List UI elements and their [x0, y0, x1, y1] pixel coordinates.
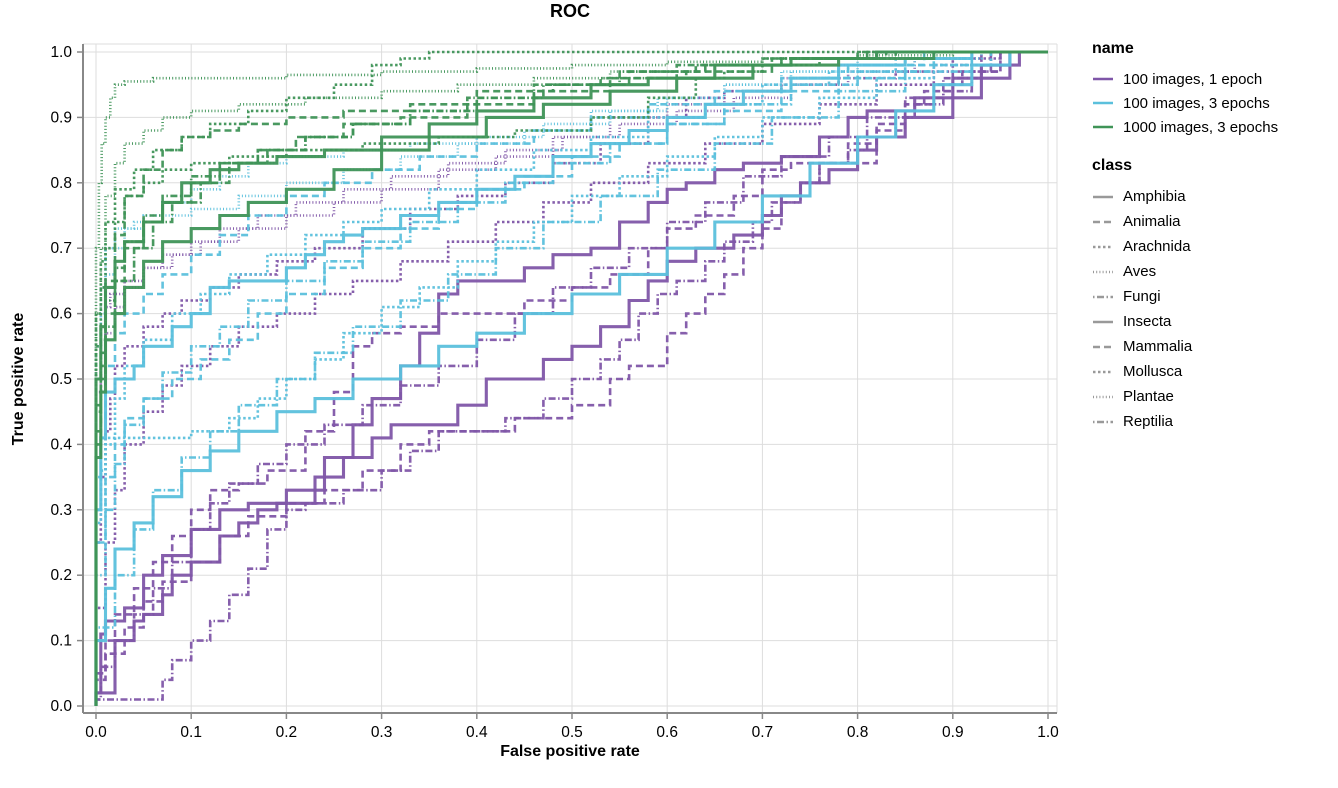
legend-item: Animalia — [1092, 209, 1332, 234]
legend-color-swatch — [1093, 125, 1113, 129]
roc-curve — [94, 50, 1048, 706]
roc-curve — [94, 50, 1048, 706]
legend-dash-swatch — [1093, 370, 1113, 373]
legend-item: 100 images, 1 epoch — [1092, 67, 1332, 91]
y-tick-label: 0.3 — [50, 502, 72, 519]
roc-curve — [94, 50, 1048, 706]
x-tick-label: 0.6 — [656, 724, 678, 741]
legend-dash-swatch — [1093, 345, 1113, 348]
y-tick-label: 0.9 — [50, 109, 72, 126]
roc-curve — [94, 50, 1048, 706]
legend-dash-swatch — [1093, 245, 1113, 248]
legend-class-title: class — [1092, 157, 1133, 174]
roc-curve — [94, 50, 1048, 706]
legend-item: Reptilia — [1092, 409, 1332, 434]
legend-item-label: Mollusca — [1123, 363, 1183, 380]
x-tick-label: 0.1 — [180, 724, 202, 741]
legend-item: 1000 images, 3 epochs — [1092, 115, 1332, 139]
legend-dash-swatch — [1093, 395, 1113, 398]
legend-item-label: Mammalia — [1123, 338, 1193, 355]
legend-item-label: Fungi — [1123, 288, 1161, 305]
legend-color-swatch — [1093, 101, 1113, 105]
legend-item-label: 100 images, 1 epoch — [1123, 70, 1263, 88]
legend-item: Arachnida — [1092, 234, 1332, 259]
legend-class-items: Amphibia Animalia Arachnida Aves Fungi Insect… — [1092, 184, 1332, 434]
y-axis-title: True positive rate — [10, 312, 27, 446]
roc-curve — [94, 50, 1048, 706]
legend-name-title: name — [1092, 40, 1134, 57]
y-tick-label: 0.5 — [50, 371, 72, 388]
y-tick-label: 0.0 — [50, 698, 72, 715]
legend-item-label: Reptilia — [1123, 413, 1174, 430]
x-tick-label: 0.2 — [276, 724, 298, 741]
legend-item-label: 1000 images, 3 epochs — [1123, 118, 1279, 136]
x-tick-label: 0.0 — [85, 724, 107, 741]
legend-dash-swatch — [1093, 420, 1113, 423]
x-tick-label: 0.5 — [561, 724, 583, 741]
roc-curve — [94, 50, 1048, 706]
x-axis-title: False positive rate — [500, 743, 640, 760]
legend-item: Insecta — [1092, 309, 1332, 334]
y-tick-label: 0.2 — [50, 567, 72, 584]
legend-item: Mollusca — [1092, 359, 1332, 384]
y-tick-label: 0.4 — [50, 436, 72, 453]
legend: name 100 images, 1 epoch 100 images, 3 ep… — [1092, 40, 1332, 434]
x-tick-label: 0.9 — [942, 724, 964, 741]
roc-curve — [94, 50, 1048, 706]
legend-item: 100 images, 3 epochs — [1092, 91, 1332, 115]
y-tick-label: 1.0 — [50, 44, 72, 61]
legend-color-swatch — [1093, 77, 1113, 81]
x-tick-label: 1.0 — [1037, 724, 1059, 741]
roc-curve — [94, 50, 1048, 706]
legend-item: Fungi — [1092, 284, 1332, 309]
roc-curve — [94, 50, 1048, 706]
roc-curve — [94, 50, 1048, 706]
roc-curve — [94, 50, 1048, 706]
y-tick-label: 0.1 — [50, 633, 72, 650]
legend-item: Aves — [1092, 259, 1332, 284]
legend-name-items: 100 images, 1 epoch 100 images, 3 epochs 1… — [1092, 67, 1332, 139]
roc-curve — [94, 50, 1048, 706]
legend-item-label: Plantae — [1123, 388, 1174, 405]
x-tick-label: 0.8 — [847, 724, 869, 741]
y-tick-label: 0.8 — [50, 175, 72, 192]
legend-dash-swatch — [1093, 270, 1113, 273]
legend-item: Plantae — [1092, 384, 1332, 409]
roc-curve — [94, 50, 1048, 706]
roc-curve — [94, 50, 1048, 706]
legend-item-label: 100 images, 3 epochs — [1123, 94, 1270, 112]
legend-dash-swatch — [1093, 195, 1113, 198]
legend-item-label: Animalia — [1123, 213, 1181, 230]
roc-curve — [94, 50, 1048, 706]
legend-item-label: Arachnida — [1123, 238, 1191, 255]
roc-curve — [94, 50, 1048, 706]
x-tick-label: 0.7 — [752, 724, 774, 741]
x-tick-label: 0.4 — [466, 724, 488, 741]
legend-dash-swatch — [1093, 295, 1113, 298]
legend-item-label: Insecta — [1123, 313, 1172, 330]
legend-dash-swatch — [1093, 320, 1113, 323]
legend-item: Amphibia — [1092, 184, 1332, 209]
legend-item-label: Aves — [1123, 263, 1157, 280]
x-tick-label: 0.3 — [371, 724, 393, 741]
y-tick-label: 0.6 — [50, 306, 72, 323]
chart-title: ROC — [550, 1, 590, 21]
legend-item-label: Amphibia — [1123, 188, 1186, 205]
y-tick-label: 0.7 — [50, 240, 72, 257]
legend-dash-swatch — [1093, 220, 1113, 223]
legend-item: Mammalia — [1092, 334, 1332, 359]
